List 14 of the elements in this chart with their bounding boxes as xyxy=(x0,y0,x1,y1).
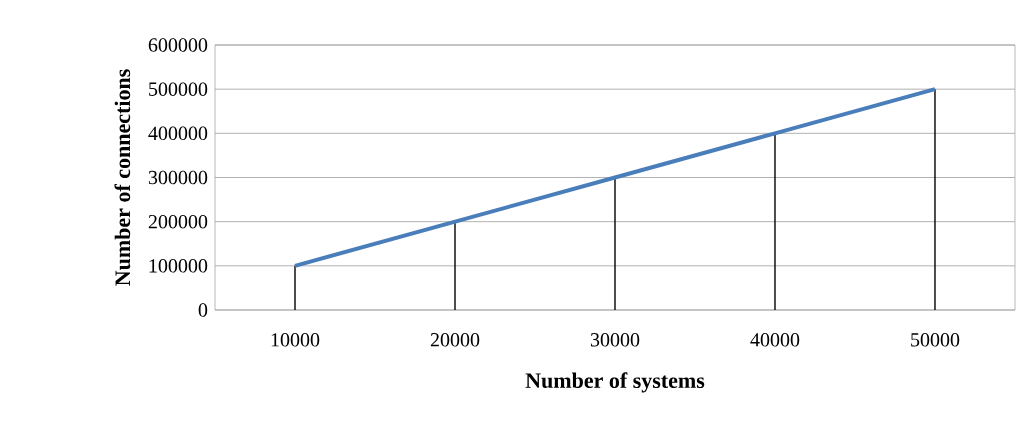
x-tick-label: 50000 xyxy=(911,333,960,347)
x-tick-label: 30000 xyxy=(590,333,640,347)
y-tick-label: 100000 xyxy=(149,259,208,273)
x-axis-title: Number of systems xyxy=(525,372,705,393)
x-tick-label: 10000 xyxy=(271,333,320,347)
x-tick-label: 40000 xyxy=(750,333,800,347)
y-tick-label: 300000 xyxy=(148,170,208,185)
x-tick-label: 20000 xyxy=(430,333,480,347)
y-tick-label: 500000 xyxy=(149,82,208,96)
y-tick-label: 400000 xyxy=(148,126,208,141)
y-tick-label: 200000 xyxy=(148,214,208,229)
y-tick-label: 600000 xyxy=(148,38,208,52)
y-tick-label: 0 xyxy=(198,303,208,317)
y-axis-title: Number of connections xyxy=(114,69,131,286)
